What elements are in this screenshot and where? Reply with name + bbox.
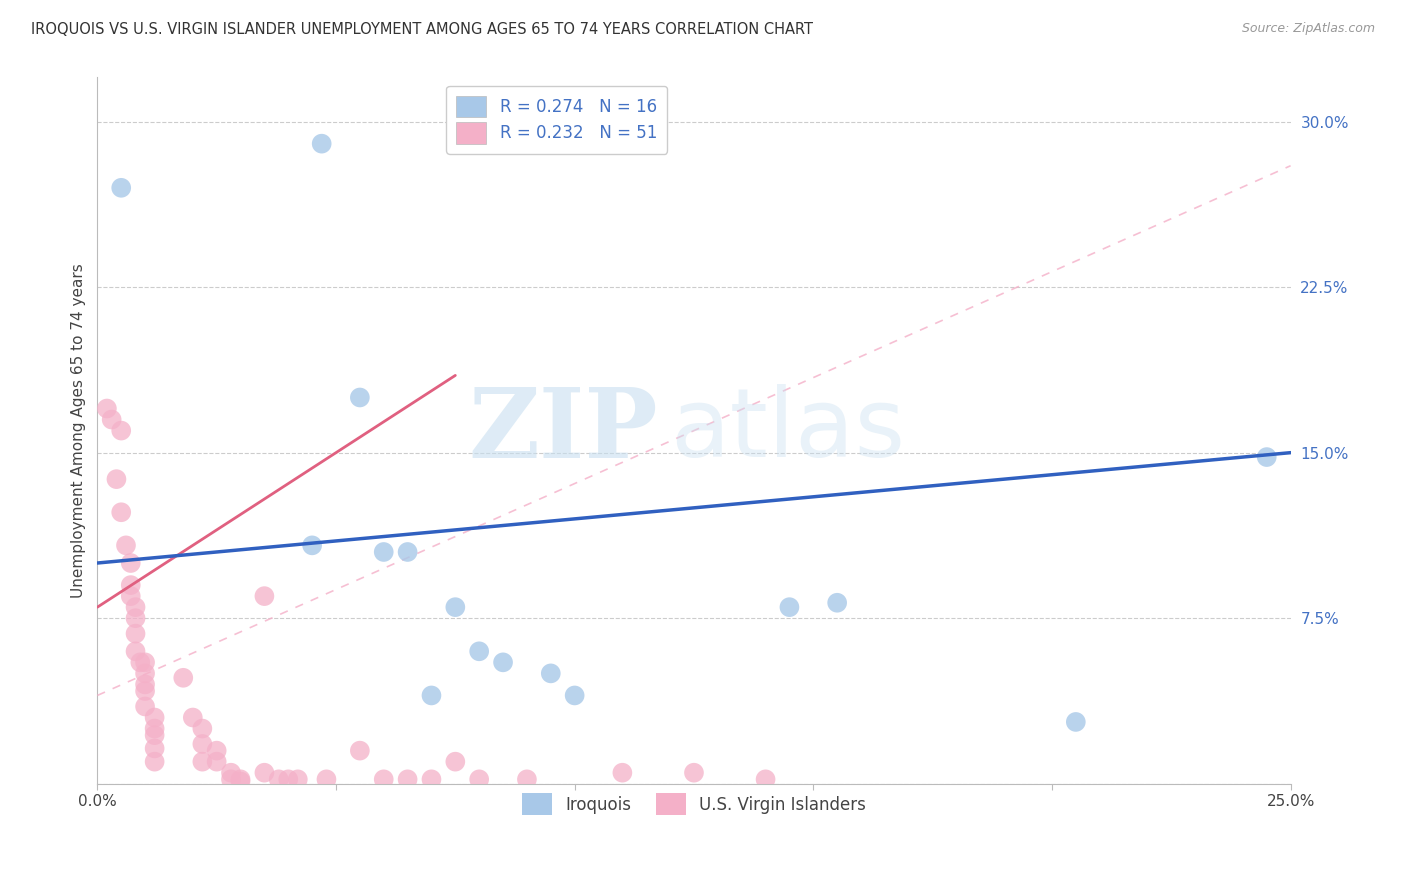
Point	[110, 424, 132, 438]
Point	[349, 744, 371, 758]
Point	[134, 699, 156, 714]
Point	[277, 772, 299, 787]
Point	[444, 600, 467, 615]
Point	[143, 722, 166, 736]
Point	[219, 765, 242, 780]
Point	[420, 772, 443, 787]
Legend: Iroquois, U.S. Virgin Islanders: Iroquois, U.S. Virgin Islanders	[512, 783, 876, 825]
Point	[825, 596, 848, 610]
Point	[492, 656, 515, 670]
Text: Source: ZipAtlas.com: Source: ZipAtlas.com	[1241, 22, 1375, 36]
Point	[468, 772, 491, 787]
Y-axis label: Unemployment Among Ages 65 to 74 years: Unemployment Among Ages 65 to 74 years	[72, 263, 86, 598]
Point	[229, 774, 252, 789]
Point	[120, 578, 142, 592]
Point	[143, 755, 166, 769]
Point	[134, 666, 156, 681]
Point	[120, 556, 142, 570]
Point	[229, 772, 252, 787]
Point	[205, 744, 228, 758]
Point	[516, 772, 538, 787]
Point	[143, 728, 166, 742]
Point	[172, 671, 194, 685]
Point	[205, 755, 228, 769]
Point	[287, 772, 309, 787]
Point	[110, 505, 132, 519]
Point	[124, 600, 146, 615]
Point	[100, 412, 122, 426]
Text: ZIP: ZIP	[468, 384, 658, 477]
Point	[396, 772, 419, 787]
Point	[143, 710, 166, 724]
Point	[540, 666, 562, 681]
Point	[1256, 450, 1278, 464]
Point	[373, 545, 395, 559]
Point	[468, 644, 491, 658]
Point	[253, 589, 276, 603]
Point	[134, 656, 156, 670]
Point	[105, 472, 128, 486]
Point	[143, 741, 166, 756]
Point	[124, 611, 146, 625]
Point	[267, 772, 290, 787]
Point	[110, 181, 132, 195]
Point	[612, 765, 634, 780]
Point	[124, 644, 146, 658]
Point	[311, 136, 333, 151]
Point	[181, 710, 204, 724]
Point	[683, 765, 706, 780]
Point	[373, 772, 395, 787]
Point	[253, 765, 276, 780]
Point	[129, 656, 152, 670]
Point	[219, 772, 242, 787]
Point	[134, 684, 156, 698]
Point	[191, 755, 214, 769]
Point	[120, 589, 142, 603]
Point	[420, 689, 443, 703]
Point	[191, 737, 214, 751]
Point	[115, 538, 138, 552]
Point	[301, 538, 323, 552]
Point	[134, 677, 156, 691]
Point	[96, 401, 118, 416]
Point	[755, 772, 778, 787]
Point	[315, 772, 337, 787]
Point	[564, 689, 586, 703]
Text: atlas: atlas	[671, 384, 905, 477]
Text: IROQUOIS VS U.S. VIRGIN ISLANDER UNEMPLOYMENT AMONG AGES 65 TO 74 YEARS CORRELAT: IROQUOIS VS U.S. VIRGIN ISLANDER UNEMPLO…	[31, 22, 813, 37]
Point	[1064, 714, 1087, 729]
Point	[396, 545, 419, 559]
Point	[349, 391, 371, 405]
Point	[191, 722, 214, 736]
Point	[124, 626, 146, 640]
Point	[444, 755, 467, 769]
Point	[778, 600, 800, 615]
